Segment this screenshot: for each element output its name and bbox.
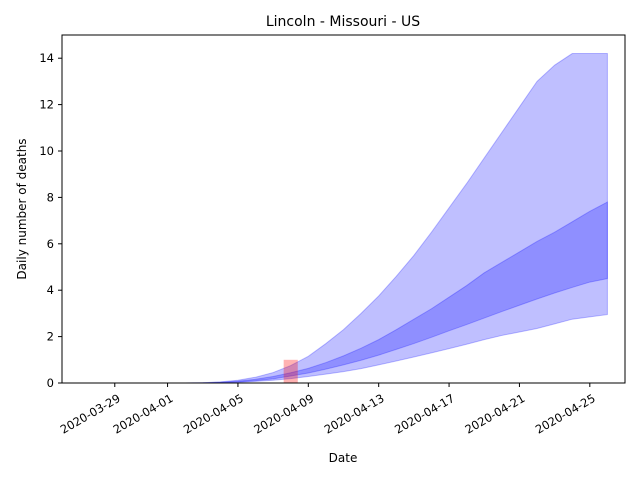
y-tick-label: 14 (39, 51, 54, 65)
y-tick-label: 10 (39, 144, 54, 158)
y-tick-label: 4 (47, 283, 54, 297)
prediction-band-1 (185, 53, 608, 384)
x-tick-label: 2020-04-21 (462, 391, 527, 437)
y-tick-label: 0 (47, 376, 54, 390)
bands-layer (185, 53, 608, 384)
prediction-band-2 (185, 201, 608, 384)
y-axis: 0 2 4 6 8 10 12 14 (39, 51, 62, 390)
plot-frame (61, 34, 626, 384)
y-tick-label: 6 (47, 237, 54, 251)
x-tick-label: 2020-04-17 (392, 391, 457, 437)
x-tick-label: 2020-04-05 (181, 391, 246, 437)
x-tick-label: 2020-04-01 (111, 391, 176, 437)
observed-bar (283, 359, 298, 383)
y-axis-label: Daily number of deaths (15, 138, 29, 279)
y-tick-label: 8 (47, 190, 54, 204)
x-tick-label: 2020-04-09 (251, 391, 316, 437)
x-axis-label: Date (329, 451, 358, 465)
y-tick-label: 2 (47, 330, 54, 344)
observed-layer (283, 359, 298, 383)
y-tick-label: 12 (39, 98, 54, 112)
x-tick-label: 2020-04-13 (322, 391, 387, 437)
chart-title: Lincoln - Missouri - US (266, 14, 420, 30)
x-tick-label: 2020-04-25 (533, 391, 598, 437)
